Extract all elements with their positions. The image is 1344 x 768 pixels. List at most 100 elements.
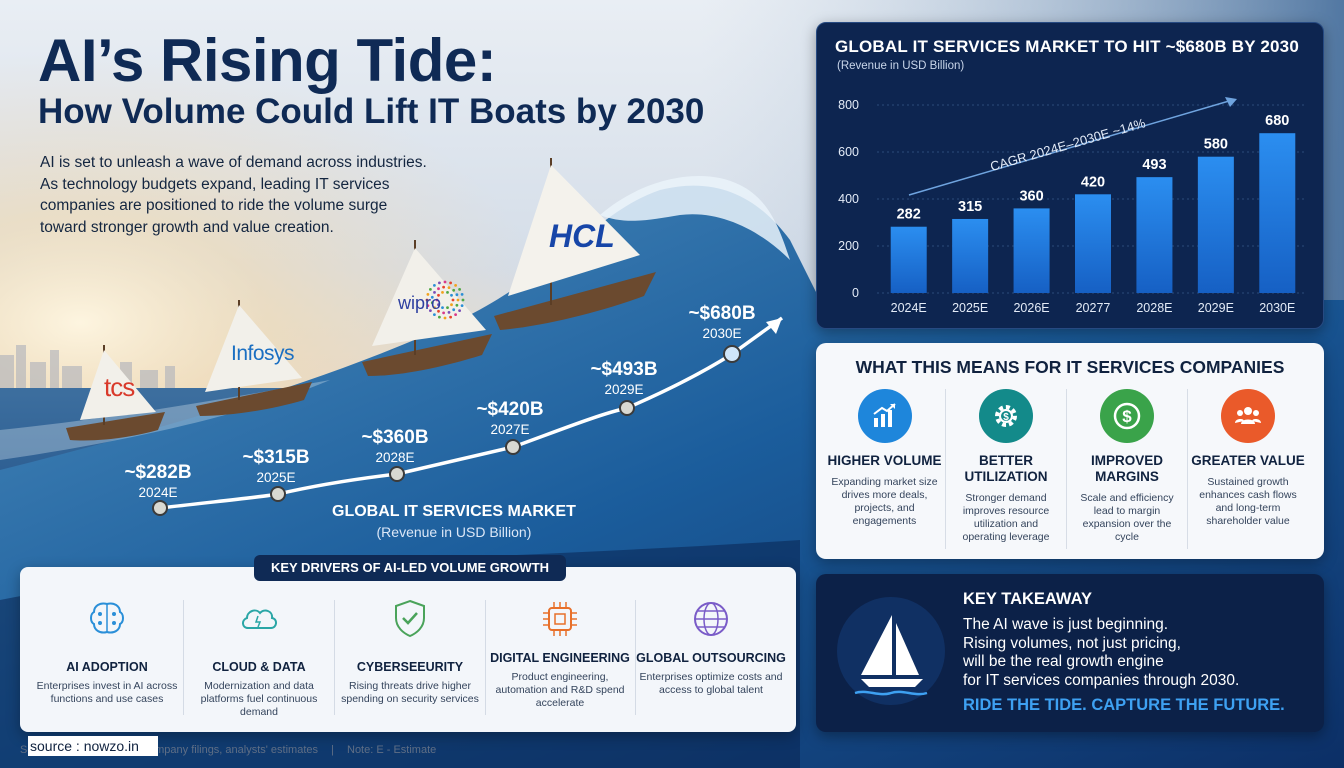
implication-higher-volume: HIGHER VOLUME Expanding market size driv… xyxy=(824,389,945,549)
y-tick-label: 800 xyxy=(838,98,859,112)
chip-icon xyxy=(543,602,577,636)
footer-note: Note: E - Estimate xyxy=(347,744,437,756)
driver-text: Product engineering, automation and R&D … xyxy=(495,671,625,709)
boat-wipro xyxy=(362,240,492,376)
wave-caption-sub: (Revenue in USD Billion) xyxy=(376,524,532,540)
wipro-logo-dot xyxy=(443,316,447,320)
wipro-logo-dot xyxy=(429,309,432,312)
implication-text: Stronger demand improves resource utiliz… xyxy=(962,492,1050,543)
x-tick-label: 2026E xyxy=(1013,301,1049,315)
wipro-logo-dot xyxy=(451,298,455,302)
implication-text: Expanding market size drives more deals,… xyxy=(831,476,938,527)
wipro-logo-dot xyxy=(461,298,465,302)
wave-point-value: ~$493B xyxy=(590,359,658,380)
takeaway-body: The AI wave is just beginning. Rising vo… xyxy=(963,616,1313,690)
y-tick-label: 0 xyxy=(852,286,859,300)
implication-head: BETTER UTILIZATION xyxy=(964,453,1048,484)
bar-value-label: 315 xyxy=(958,199,982,215)
wipro-logo-dot xyxy=(441,291,444,294)
bar xyxy=(1136,177,1173,293)
wave-point-label-2024: ~$282B 2024E xyxy=(124,462,191,500)
wipro-logo-dot xyxy=(433,306,436,309)
driver-divider xyxy=(635,600,636,715)
takeaway-title: KEY TAKEAWAY xyxy=(963,590,1092,608)
bar-value-label: 493 xyxy=(1142,157,1166,173)
key-drivers-title: KEY DRIVERS OF AI-LED VOLUME GROWTH xyxy=(254,555,566,581)
shield-icon xyxy=(395,599,425,638)
wipro-logo-dot xyxy=(437,303,440,307)
x-tick-label: 2030E xyxy=(1259,301,1295,315)
intro-line: toward stronger growth and value creatio… xyxy=(40,218,334,236)
wipro-logo-dot xyxy=(437,293,440,297)
page-subtitle: How Volume Could Lift IT Boats by 2030 xyxy=(38,92,705,131)
wave-point-value: ~$680B xyxy=(688,303,756,324)
key-drivers-card xyxy=(20,567,796,732)
intro-line: As technology budgets expand, leading IT… xyxy=(40,175,390,193)
driver-head: CLOUD & DATA xyxy=(212,660,306,674)
wipro-logo-dot xyxy=(435,298,439,302)
boat-hcl xyxy=(494,158,656,330)
wipro-logo-dot xyxy=(455,293,459,297)
wave-point-value: ~$315B xyxy=(242,447,310,468)
takeaway-cta: RIDE THE TIDE. CAPTURE THE FUTURE. xyxy=(963,696,1285,714)
boat-tcs xyxy=(66,345,165,441)
x-tick-label: 2028E xyxy=(1136,301,1172,315)
wipro-logo-dot xyxy=(442,285,445,289)
wipro-logo-dot xyxy=(446,291,449,294)
wave-point-year: 2025E xyxy=(256,470,296,485)
sailboat-icon xyxy=(837,597,945,705)
wipro-logo-dot xyxy=(446,306,449,309)
bar xyxy=(952,218,989,293)
y-tick-label: 400 xyxy=(838,192,859,206)
driver-text: Rising threats drive higher spending on … xyxy=(341,680,479,705)
takeaway-line: The AI wave is just beginning. xyxy=(963,616,1169,633)
wave-point-marker xyxy=(389,466,405,482)
wipro-logo-icon xyxy=(425,280,465,320)
wave-point-marker xyxy=(723,345,741,363)
wave-point-year: 2029E xyxy=(604,382,644,397)
bar-value-label: 282 xyxy=(897,207,921,223)
bar-value-label: 360 xyxy=(1019,188,1043,204)
implication-better-utilization: $ BETTER UTILIZATION Stronger demand imp… xyxy=(945,389,1066,549)
chart-subtitle: (Revenue in USD Billion) xyxy=(837,60,965,72)
gear-icon: $ xyxy=(979,389,1033,443)
wipro-logo-dot xyxy=(443,280,447,284)
wipro-logo-dot xyxy=(454,313,457,316)
wipro-logo-dot xyxy=(433,284,436,287)
wave-point-year: 2027E xyxy=(490,422,530,437)
globe-icon xyxy=(694,602,728,636)
implication-text: Scale and efficiency lead to margin expa… xyxy=(1080,492,1174,543)
wipro-logo-dot xyxy=(449,315,452,319)
wipro-logo-dot xyxy=(449,281,452,285)
x-tick-label: 2025E xyxy=(952,301,988,315)
y-tick-label: 600 xyxy=(838,145,859,159)
driver-text: Enterprises optimize costs and access to… xyxy=(639,671,783,696)
driver-head: CYBERSEEURITY xyxy=(356,660,464,674)
wave-caption: GLOBAL IT SERVICES MARKET (Revenue in US… xyxy=(332,503,576,540)
takeaway-line: will be the real growth engine xyxy=(963,653,1164,670)
wave-point-marker xyxy=(152,500,168,516)
sail-logo-tcs: tcs xyxy=(104,372,135,402)
people-icon xyxy=(1221,389,1275,443)
implication-text: Sustained growth enhances cash flows and… xyxy=(1199,476,1297,527)
driver-digital-engineering: DIGITAL ENGINEERING Product engineering,… xyxy=(485,596,635,722)
cagr-annotation: CAGR 2024E–2030E ~14% xyxy=(988,115,1147,174)
wipro-logo-dot xyxy=(447,311,451,314)
brain-icon xyxy=(90,602,124,634)
takeaway-line: for IT services companies through 2030. xyxy=(963,671,1240,689)
wipro-logo-dot xyxy=(425,298,429,302)
implication-greater-value: GREATER VALUE Sustained growth enhances … xyxy=(1187,389,1308,549)
bar-chart: 0 200 400 600 800 282 2024E 315 2025E 360 2026E 420… xyxy=(838,97,1307,315)
wipro-logo-dot xyxy=(455,303,459,307)
driver-head: AI ADOPTION xyxy=(66,660,148,674)
bar xyxy=(1013,208,1050,293)
intro-paragraph: AI is set to unleash a wave of demand ac… xyxy=(40,152,440,238)
wave-point-year: 2024E xyxy=(138,485,178,500)
wipro-logo-dot xyxy=(433,291,436,294)
driver-global-outsourcing: GLOBAL OUTSOURCING Enterprises optimize … xyxy=(636,596,786,722)
wipro-logo-dot xyxy=(426,304,430,307)
wipro-logo-dot xyxy=(437,309,440,313)
sail-logo-wipro: wipro xyxy=(398,293,442,313)
growth-arrow-head xyxy=(766,318,782,334)
